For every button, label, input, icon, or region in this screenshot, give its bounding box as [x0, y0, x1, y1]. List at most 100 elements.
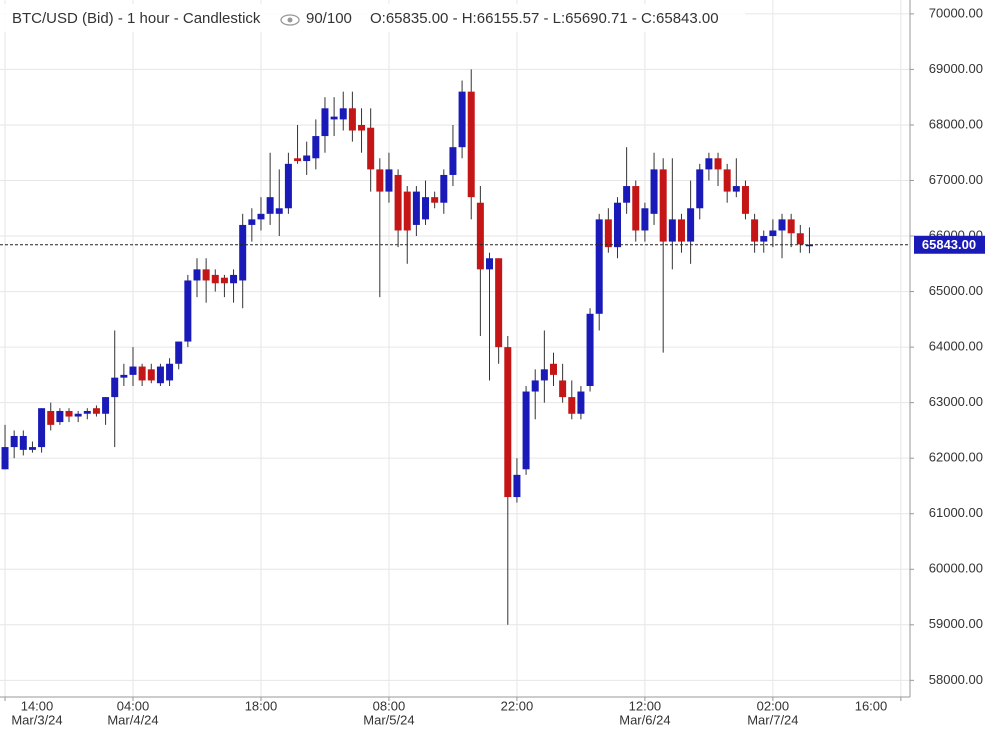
candle-body	[568, 397, 576, 414]
y-tick-label: 70000.00	[929, 5, 983, 20]
zoom-label: 90/100	[306, 10, 352, 27]
last-price-box	[914, 235, 985, 254]
candle-body	[220, 277, 228, 284]
last-price-label: 65843.00	[922, 237, 976, 252]
x-date-label: Mar/3/24	[11, 712, 62, 727]
candle-body	[769, 230, 777, 237]
x-tick-label: 18:00	[245, 698, 278, 713]
y-tick-label: 69000.00	[929, 61, 983, 76]
candle-body	[257, 213, 265, 220]
candle-body	[412, 191, 420, 225]
candle-body	[741, 186, 749, 214]
candle-body	[549, 363, 557, 375]
candle-body	[385, 169, 393, 192]
y-tick-label: 62000.00	[929, 450, 983, 465]
candle-body	[696, 169, 704, 209]
candle-body	[376, 169, 384, 192]
candle-body	[403, 191, 411, 231]
candle-body	[102, 397, 110, 414]
y-tick-label: 59000.00	[929, 616, 983, 631]
y-tick-label: 63000.00	[929, 394, 983, 409]
candle-body	[294, 158, 302, 162]
eye-icon[interactable]	[280, 14, 300, 26]
candle-body	[641, 208, 649, 231]
candle-body	[495, 258, 503, 348]
candle-body	[266, 197, 274, 214]
y-tick-label: 64000.00	[929, 339, 983, 354]
y-tick-label: 65000.00	[929, 283, 983, 298]
candle-body	[312, 136, 320, 159]
candle-body	[467, 91, 475, 198]
candle-body	[156, 366, 164, 384]
candle-body	[778, 219, 786, 231]
x-tick-label: 02:00	[757, 698, 790, 713]
candle-body	[1, 447, 9, 470]
x-date-label: Mar/7/24	[747, 712, 798, 727]
candle-body	[613, 202, 621, 248]
candle-body	[668, 219, 676, 242]
candle-body	[586, 313, 594, 386]
x-tick-label: 16:00	[855, 698, 888, 713]
candle-body	[358, 124, 366, 131]
y-tick-label: 61000.00	[929, 505, 983, 520]
candle-body	[339, 108, 347, 120]
x-date-label: Mar/5/24	[363, 712, 414, 727]
candle-body	[28, 447, 36, 450]
y-tick-label: 68000.00	[929, 116, 983, 131]
candle-body	[677, 219, 685, 242]
ohlc-text: O:65835.00 - H:66155.57 - L:65690.71 - C…	[370, 10, 719, 27]
candle-body	[559, 380, 567, 398]
candle-body	[65, 410, 73, 417]
candle-body	[623, 186, 631, 203]
candle-body	[650, 169, 658, 214]
candle-body	[147, 369, 155, 381]
candle-body	[248, 219, 256, 225]
candle-body	[787, 219, 795, 234]
y-tick-label: 58000.00	[929, 672, 983, 687]
candle-body	[449, 147, 457, 175]
candle-body	[723, 169, 731, 192]
candle-body	[760, 236, 768, 242]
candle-body	[458, 91, 466, 148]
candle-body	[595, 219, 603, 314]
candle-body	[796, 233, 804, 245]
candle-body	[531, 380, 539, 392]
candle-body	[56, 410, 64, 423]
candle-body	[659, 169, 667, 242]
candle-body	[522, 391, 530, 470]
x-tick-label: 14:00	[21, 698, 54, 713]
candle-body	[805, 244, 813, 247]
candles	[1, 69, 813, 625]
candle-body	[184, 280, 192, 342]
x-date-label: Mar/6/24	[619, 712, 670, 727]
candle-body	[10, 435, 18, 448]
candle-body	[19, 435, 27, 450]
candle-body	[422, 197, 430, 220]
candle-body	[540, 369, 548, 381]
candle-body	[230, 274, 238, 284]
candle-body	[111, 377, 119, 398]
x-tick-label: 04:00	[117, 698, 150, 713]
candle-body	[284, 163, 292, 209]
candle-body	[732, 186, 740, 192]
candle-body	[367, 127, 375, 170]
candle-body	[486, 258, 494, 270]
candle-body	[138, 366, 146, 381]
x-tick-label: 22:00	[501, 698, 534, 713]
candle-body	[504, 347, 512, 498]
candle-body	[239, 224, 247, 281]
candle-body	[330, 116, 338, 120]
candle-body	[513, 474, 521, 498]
header-bg	[0, 4, 745, 32]
candle-body	[120, 374, 128, 378]
x-tick-label: 12:00	[629, 698, 662, 713]
candle-body	[303, 155, 311, 162]
candle-body	[129, 366, 137, 375]
candle-body	[714, 158, 722, 170]
overlay: 58000.00 59000.00 60000.00 61000.00 62000.00…	[0, 5, 985, 727]
candle-body	[348, 108, 356, 131]
x-tick-label: 08:00	[373, 698, 406, 713]
candle-body	[604, 219, 612, 248]
candle-body	[476, 202, 484, 270]
